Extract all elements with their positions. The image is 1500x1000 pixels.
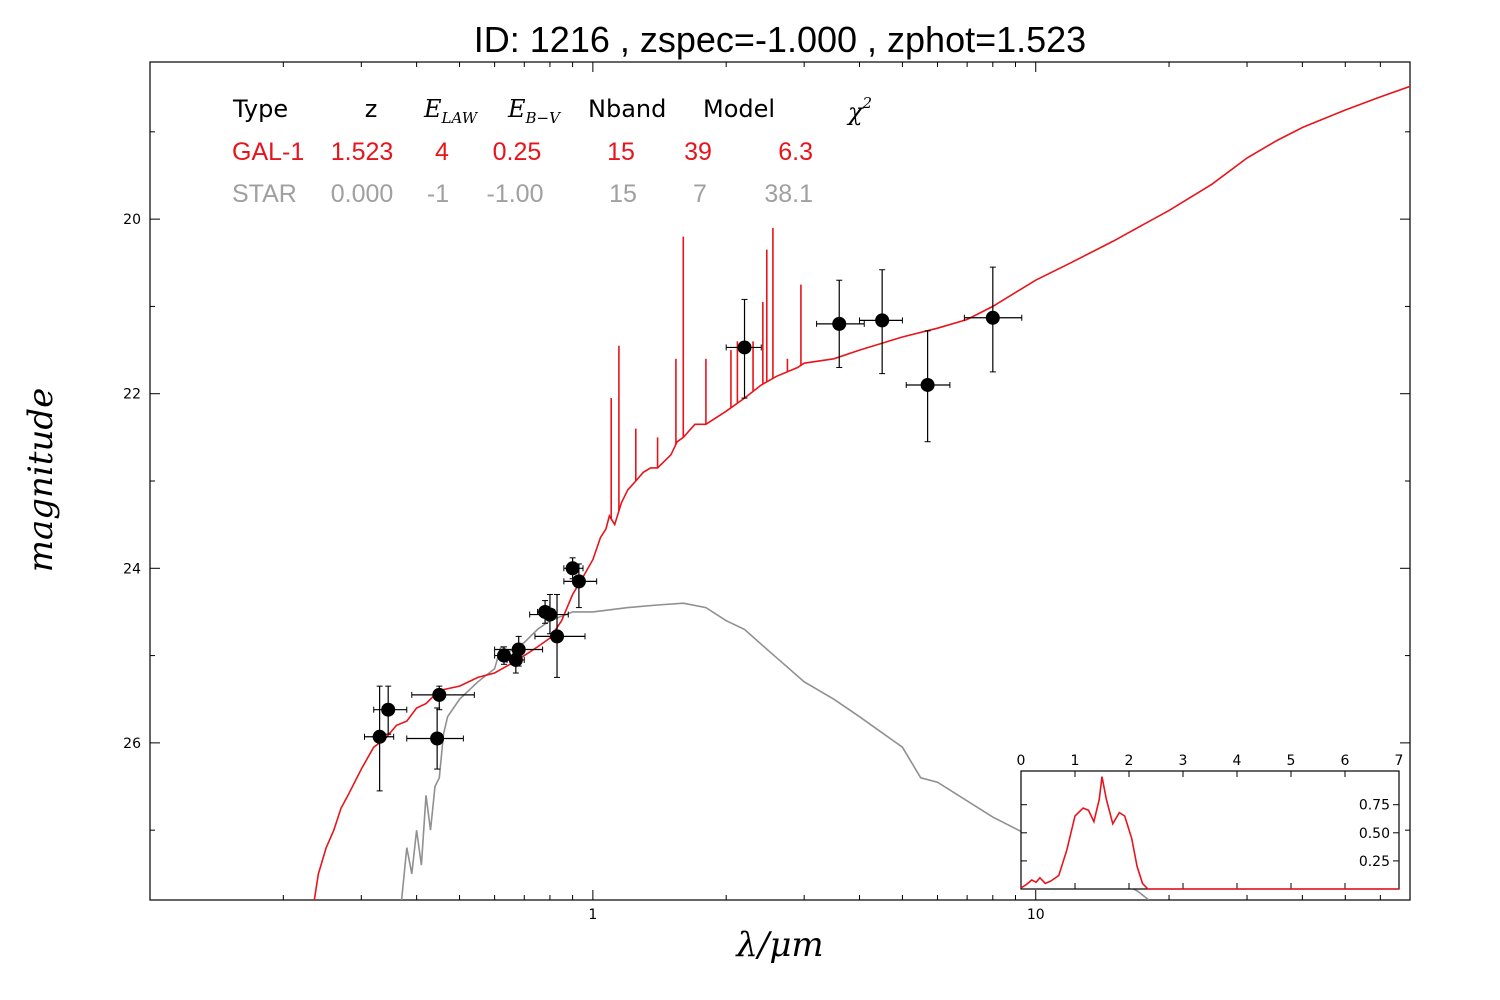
inset-x-tick-label: 6 [1341, 753, 1350, 769]
row-elaw: -1 [427, 180, 449, 208]
row-z: 0.000 [331, 180, 394, 208]
star-model-line [400, 602, 1150, 900]
header-ebv: EB−V [507, 95, 562, 127]
photometry-point [858, 269, 903, 375]
row-chi2: 6.3 [778, 138, 813, 166]
header-z: z [365, 95, 378, 123]
photometry-point [963, 266, 1023, 373]
header-model: Model [703, 95, 775, 123]
inset-axis-ticks: 0 1 2 3 4 5 6 7 0.25 0.50 0.75 [1017, 753, 1404, 889]
data-marker [565, 561, 580, 576]
main-plot-frame [149, 61, 1411, 901]
inset-y-tick-label: 0.75 [1359, 798, 1390, 814]
inset-x-tick-label: 1 [1071, 753, 1080, 769]
inset-y-tick-label: 0.25 [1359, 854, 1390, 870]
x-tick-label: 10 [1027, 907, 1045, 923]
figure-title: ID: 1216 , zspec=-1.000 , zphot=1.523 [474, 19, 1086, 60]
inset-frame [1020, 770, 1400, 890]
data-marker [875, 313, 890, 328]
y-tick-label: 26 [123, 736, 141, 752]
photometry-points [363, 266, 1023, 792]
row-model: 39 [684, 138, 712, 166]
y-tick-label: 24 [123, 561, 141, 577]
photometry-point [725, 298, 762, 399]
photometry-point [529, 593, 569, 635]
data-marker [920, 377, 935, 392]
row-z: 1.523 [331, 138, 394, 166]
data-marker [571, 574, 586, 589]
photometry-point [363, 685, 395, 792]
main-plot-area [313, 85, 1410, 900]
data-marker [432, 687, 447, 702]
photometry-point [494, 635, 544, 667]
pdz-inset: 0 1 2 3 4 5 6 7 0.25 0.50 0.75 [1017, 753, 1404, 890]
data-marker [832, 316, 847, 331]
photometry-point [373, 685, 408, 735]
inset-x-tick-label: 3 [1179, 753, 1188, 769]
data-marker [985, 310, 1000, 325]
emission-lines [610, 227, 802, 519]
fit-row-galaxy: GAL-1 1.523 4 0.25 15 39 6.3 [232, 138, 813, 166]
inset-x-tick-label: 2 [1125, 753, 1134, 769]
y-tick-label: 22 [123, 387, 141, 403]
inset-x-tick-label: 0 [1017, 753, 1026, 769]
pdz-curve [1020, 776, 1399, 890]
data-marker [381, 702, 396, 717]
data-marker [737, 340, 752, 355]
photometry-point [563, 557, 584, 580]
photometry-point [506, 646, 525, 674]
data-marker [372, 729, 387, 744]
data-marker [550, 629, 565, 644]
data-marker [511, 642, 526, 657]
row-nband: 15 [609, 180, 637, 208]
y-axis-label: magnitude [21, 388, 61, 573]
data-marker [430, 731, 445, 746]
fit-row-star: STAR 0.000 -1 -1.00 15 7 38.1 [232, 180, 813, 208]
row-chi2: 38.1 [764, 180, 813, 208]
row-type: GAL-1 [232, 138, 304, 166]
header-elaw: ELAW [423, 95, 479, 127]
header-chi2: χ2 [846, 94, 872, 126]
fit-table-header: Type z ELAW EB−V Nband Model χ2 [232, 94, 872, 127]
photometry-point [816, 279, 865, 369]
photometry-point [406, 707, 464, 770]
data-marker [508, 652, 523, 667]
header-nband: Nband [588, 95, 666, 123]
row-ebv: 0.25 [493, 138, 542, 166]
row-elaw: 4 [435, 138, 449, 166]
row-nband: 15 [607, 138, 635, 166]
y-tick-label: 20 [123, 212, 141, 228]
inset-x-tick-label: 7 [1395, 753, 1404, 769]
photometry-point [563, 563, 598, 609]
row-ebv: -1.00 [487, 180, 544, 208]
row-type: STAR [232, 180, 297, 208]
photometry-point [411, 685, 475, 711]
inset-x-tick-label: 4 [1233, 753, 1242, 769]
header-type: Type [232, 95, 288, 123]
row-model: 7 [693, 180, 707, 208]
inset-x-tick-label: 5 [1287, 753, 1296, 769]
fit-table: Type z ELAW EB−V Nband Model χ2 GAL-1 1.… [232, 94, 872, 208]
x-tick-label: 1 [588, 907, 597, 923]
data-marker [542, 607, 557, 622]
x-axis-label: λ/μm [734, 925, 823, 965]
photometry-point [534, 593, 586, 678]
inset-y-tick-label: 0.50 [1359, 826, 1390, 842]
photometry-point [905, 330, 951, 443]
